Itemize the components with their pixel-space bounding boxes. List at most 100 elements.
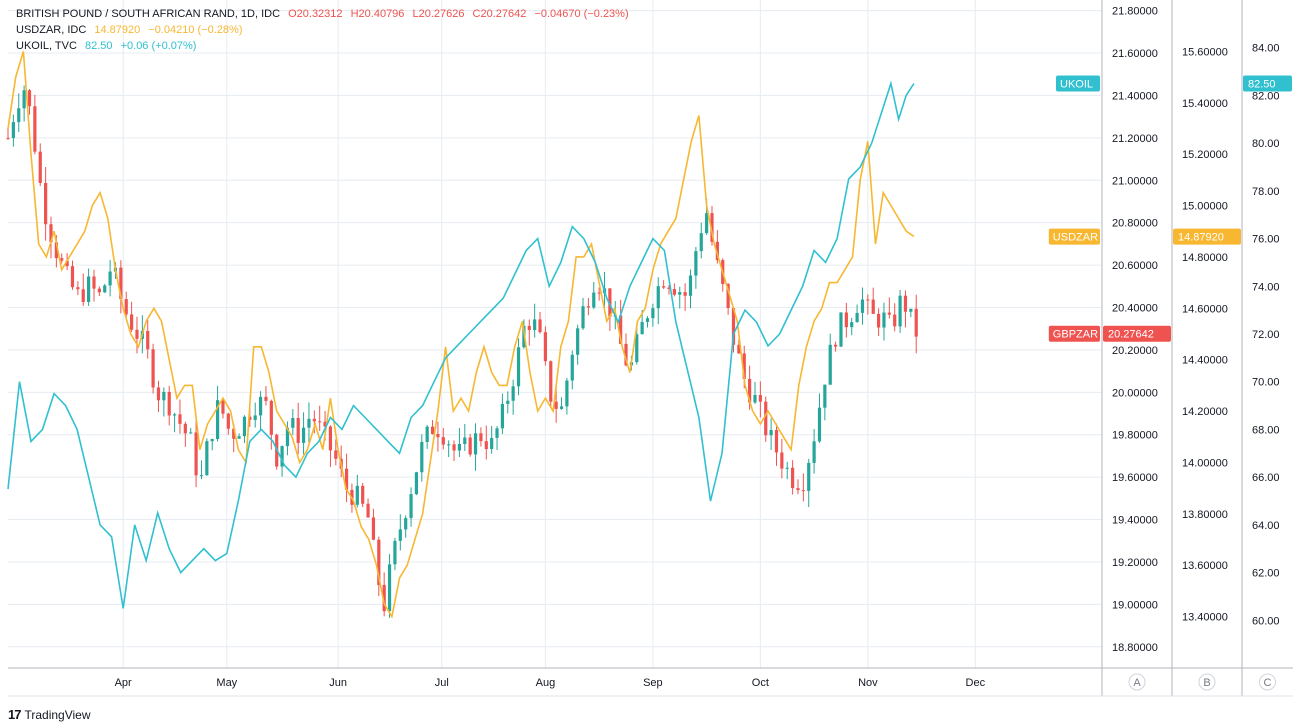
- ukoil-name-text: UKOIL: [1060, 79, 1093, 91]
- tick-c-7: 74.00: [1252, 281, 1280, 293]
- candle-body: [699, 233, 703, 252]
- candle-body: [715, 241, 719, 261]
- axis-c-badge-icon: [1259, 673, 1276, 691]
- candle-body: [11, 122, 15, 139]
- candle-body: [828, 344, 832, 385]
- candle-body: [409, 494, 413, 519]
- candle-body: [6, 137, 10, 139]
- candle-body: [506, 400, 510, 404]
- candle-body: [592, 292, 596, 308]
- candle-body: [479, 433, 483, 442]
- candle-body: [425, 426, 429, 443]
- candle-body: [871, 299, 875, 314]
- candle-body: [167, 391, 171, 416]
- tick-a-7: 20.20000: [1112, 345, 1158, 357]
- candle-body: [441, 437, 445, 445]
- candle-body: [393, 540, 397, 565]
- candle-body: [812, 441, 816, 463]
- candle-body: [667, 287, 671, 289]
- candle-body: [194, 432, 198, 476]
- tick-c-2: 64.00: [1252, 520, 1280, 532]
- ukoil-name-tag: [1056, 75, 1100, 92]
- candle-body: [258, 396, 263, 416]
- candle-body: [430, 426, 435, 434]
- candle-body: [586, 306, 590, 308]
- candle-body: [97, 288, 101, 293]
- candle-body: [253, 415, 257, 420]
- footer: 17 TradingView: [8, 707, 91, 722]
- candle-body: [570, 354, 574, 381]
- ukoil-price-tag: [1243, 75, 1292, 92]
- legend-gbpzar: BRITISH POUND / SOUTH AFRICAN RAND, 1D, …: [16, 6, 634, 22]
- tick-c-11: 82.00: [1252, 90, 1280, 102]
- candle-body: [414, 472, 419, 495]
- candle-body: [463, 437, 467, 444]
- axis-c-label: C: [1264, 677, 1272, 689]
- tick-c-1: 62.00: [1252, 568, 1280, 580]
- candle-body: [108, 271, 112, 286]
- legend-gbpzar-open: O20.32312: [288, 8, 343, 20]
- candle-body: [226, 413, 230, 429]
- candle-body: [662, 286, 666, 288]
- gbpzar-price-text: 20.27642: [1108, 329, 1154, 341]
- candle-body: [538, 319, 542, 333]
- candle-body: [178, 414, 182, 424]
- candle-body: [33, 106, 37, 152]
- candle-body: [893, 314, 897, 327]
- candle-body: [683, 292, 687, 296]
- candle-body: [817, 407, 822, 442]
- tick-b-0: 13.40000: [1182, 612, 1228, 624]
- candle-body: [823, 384, 827, 408]
- candle-body: [731, 308, 736, 345]
- candle-body: [44, 182, 48, 225]
- candle-body: [361, 485, 365, 504]
- candle-body: [318, 421, 322, 423]
- candle-body: [291, 418, 295, 428]
- candle-body: [49, 224, 53, 243]
- tick-a-3: 19.40000: [1112, 515, 1158, 527]
- usdzar-line: [7, 51, 915, 619]
- candle-body: [554, 401, 558, 409]
- candle-body: [22, 90, 26, 109]
- candle-body: [387, 564, 392, 612]
- candle-body: [151, 349, 155, 388]
- candle-body: [511, 386, 515, 401]
- candle-body: [619, 315, 623, 344]
- tick-c-6: 72.00: [1252, 329, 1280, 341]
- candle-body: [70, 266, 75, 288]
- tick-c-8: 76.00: [1252, 234, 1280, 246]
- candle-body: [549, 361, 553, 402]
- candle-body: [232, 428, 236, 439]
- tick-c-9: 78.00: [1252, 186, 1280, 198]
- candle-body: [468, 437, 472, 455]
- tick-a-9: 20.60000: [1112, 260, 1158, 272]
- candle-body: [780, 452, 784, 469]
- candle-body: [81, 289, 85, 302]
- candle-body: [887, 312, 891, 315]
- footer-brand: TradingView: [24, 707, 91, 722]
- candle-body: [527, 325, 531, 331]
- legend-ukoil-change: +0.06 (+0.07%): [120, 40, 197, 52]
- x-tick-apr: Apr: [115, 677, 132, 689]
- candle-body: [533, 319, 537, 331]
- candle-body: [264, 396, 268, 401]
- tick-c-3: 66.00: [1252, 472, 1280, 484]
- tick-b-3: 14.00000: [1182, 457, 1228, 469]
- gbpzar-price-tag: [1103, 325, 1171, 342]
- tick-a-2: 19.20000: [1112, 557, 1158, 569]
- candle-body: [334, 450, 338, 459]
- tick-b-2: 13.80000: [1182, 509, 1228, 521]
- candle-body: [774, 430, 779, 453]
- candle-body: [398, 529, 402, 541]
- candle-body: [457, 443, 462, 451]
- usdzar-name-text: USDZAR: [1053, 232, 1098, 244]
- candle-body: [323, 421, 327, 427]
- candle-body: [769, 430, 773, 436]
- candle-body: [758, 394, 762, 402]
- candle-body: [748, 378, 752, 403]
- candle-body: [490, 437, 494, 450]
- candle-body: [866, 299, 870, 301]
- candle-body: [495, 428, 499, 438]
- candle-body: [38, 151, 42, 183]
